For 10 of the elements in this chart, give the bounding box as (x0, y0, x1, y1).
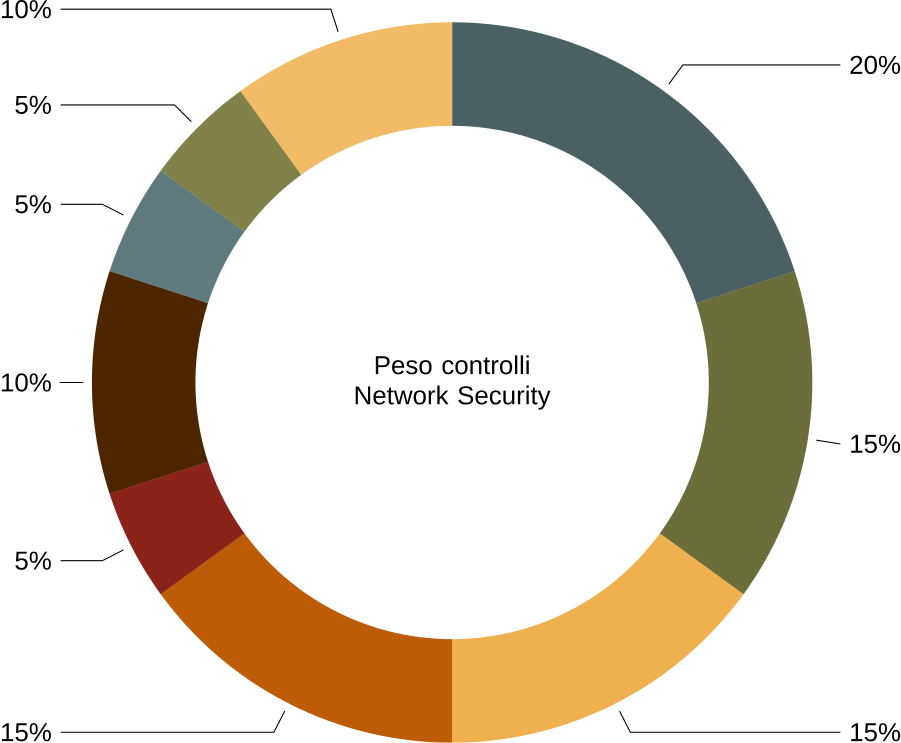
data-label: 5% (15, 552, 51, 570)
data-label: 15% (2, 723, 51, 742)
text: Peso controlli Network Security (356, 355, 551, 410)
data-label: 15% (851, 434, 900, 454)
data-label: 10% (2, 0, 51, 18)
data-label: 10% (2, 373, 51, 392)
data-label: 20% (850, 56, 900, 74)
data-label: 5% (15, 195, 51, 214)
data-label: 5% (15, 96, 51, 114)
data-label: 15% (851, 723, 900, 742)
